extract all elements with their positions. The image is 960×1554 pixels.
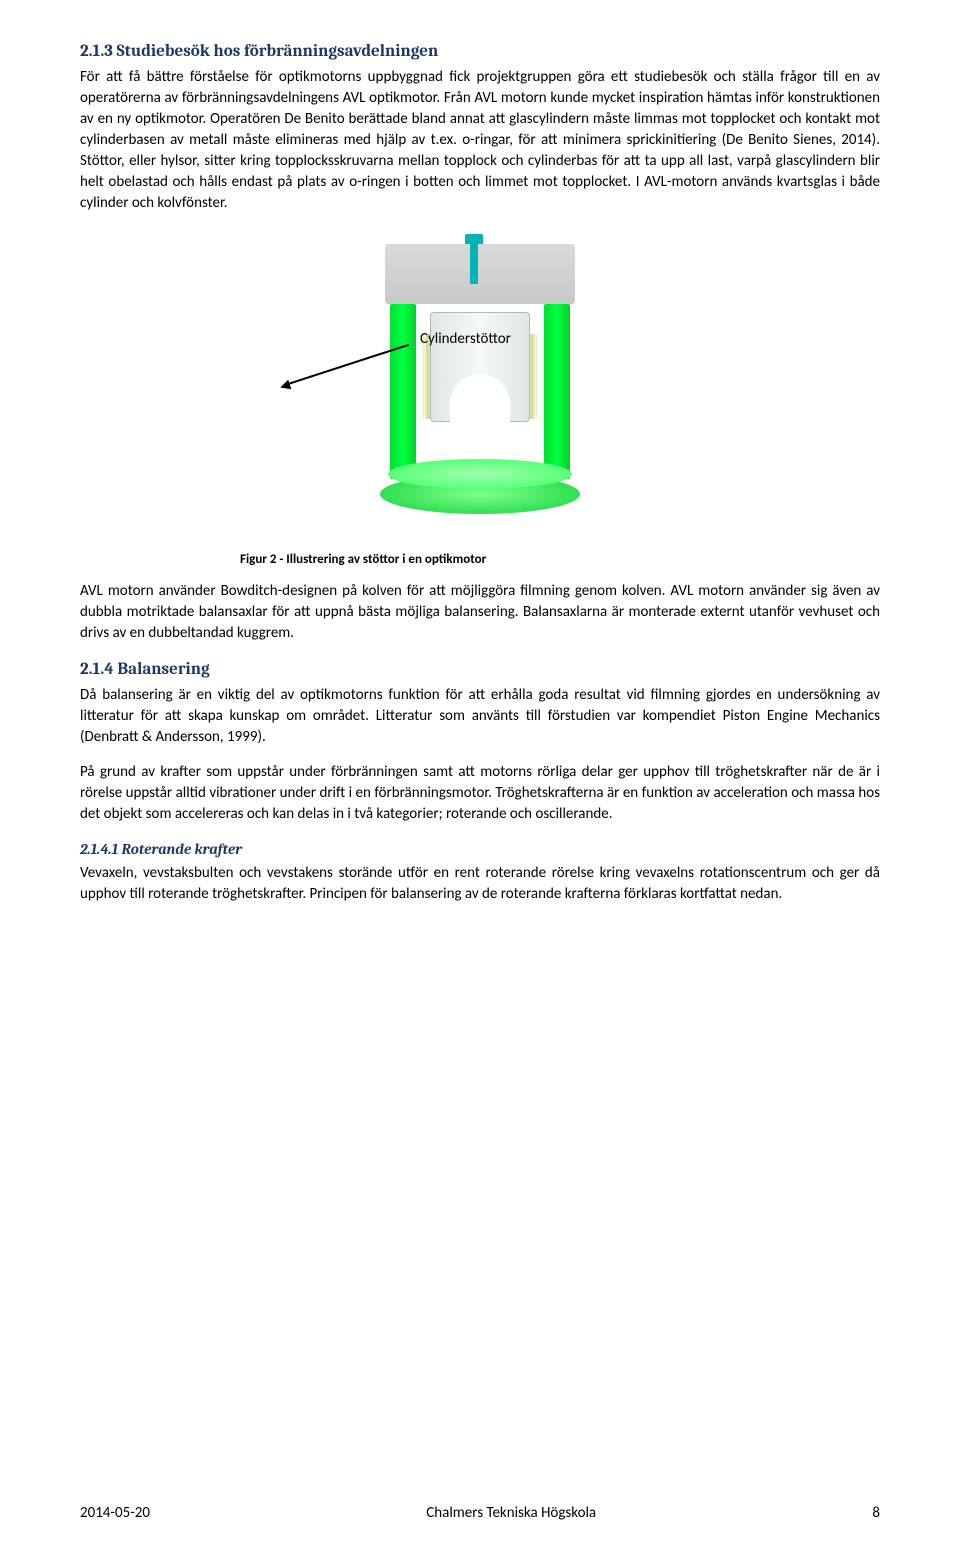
body-text-2-1-4-1: Vevaxeln, vevstaksbulten och vevstakens … (80, 863, 880, 905)
optikmotor-illustration (350, 234, 610, 534)
footer-page-number: 8 (872, 1503, 880, 1524)
body-text-2-1-3: För att få bättre förståelse för optikmo… (80, 67, 880, 214)
section-heading-2-1-3: 2.1.3 Studiebesök hos förbränningsavdeln… (80, 40, 880, 64)
footer-institution: Chalmers Tekniska Högskola (426, 1503, 596, 1524)
body-text-2-1-4-p1: Då balansering är en viktig del av optik… (80, 685, 880, 748)
pillar-right (544, 304, 570, 479)
top-rod (470, 244, 478, 284)
figure-caption: Figur 2 - Illustrering av stöttor i en o… (80, 551, 880, 569)
footer-date: 2014-05-20 (80, 1503, 150, 1524)
figure-container: Cylinderstöttor Figur 2 - Illustrering a… (80, 234, 880, 569)
arch-opening (450, 374, 510, 434)
page-footer: 2014-05-20 Chalmers Tekniska Högskola 8 (80, 1503, 880, 1524)
base-upper (388, 459, 572, 489)
top-block (385, 244, 575, 304)
body-text-2-1-4-p2: På grund av krafter som uppstår under fö… (80, 762, 880, 825)
callout-label: Cylinderstöttor (420, 329, 511, 350)
pillar-left (390, 304, 416, 479)
post-figure-text: AVL motorn använder Bowditch-designen på… (80, 581, 880, 644)
section-heading-2-1-4-1: 2.1.4.1 Roterande krafter (80, 839, 880, 860)
section-heading-2-1-4: 2.1.4 Balansering (80, 658, 880, 682)
